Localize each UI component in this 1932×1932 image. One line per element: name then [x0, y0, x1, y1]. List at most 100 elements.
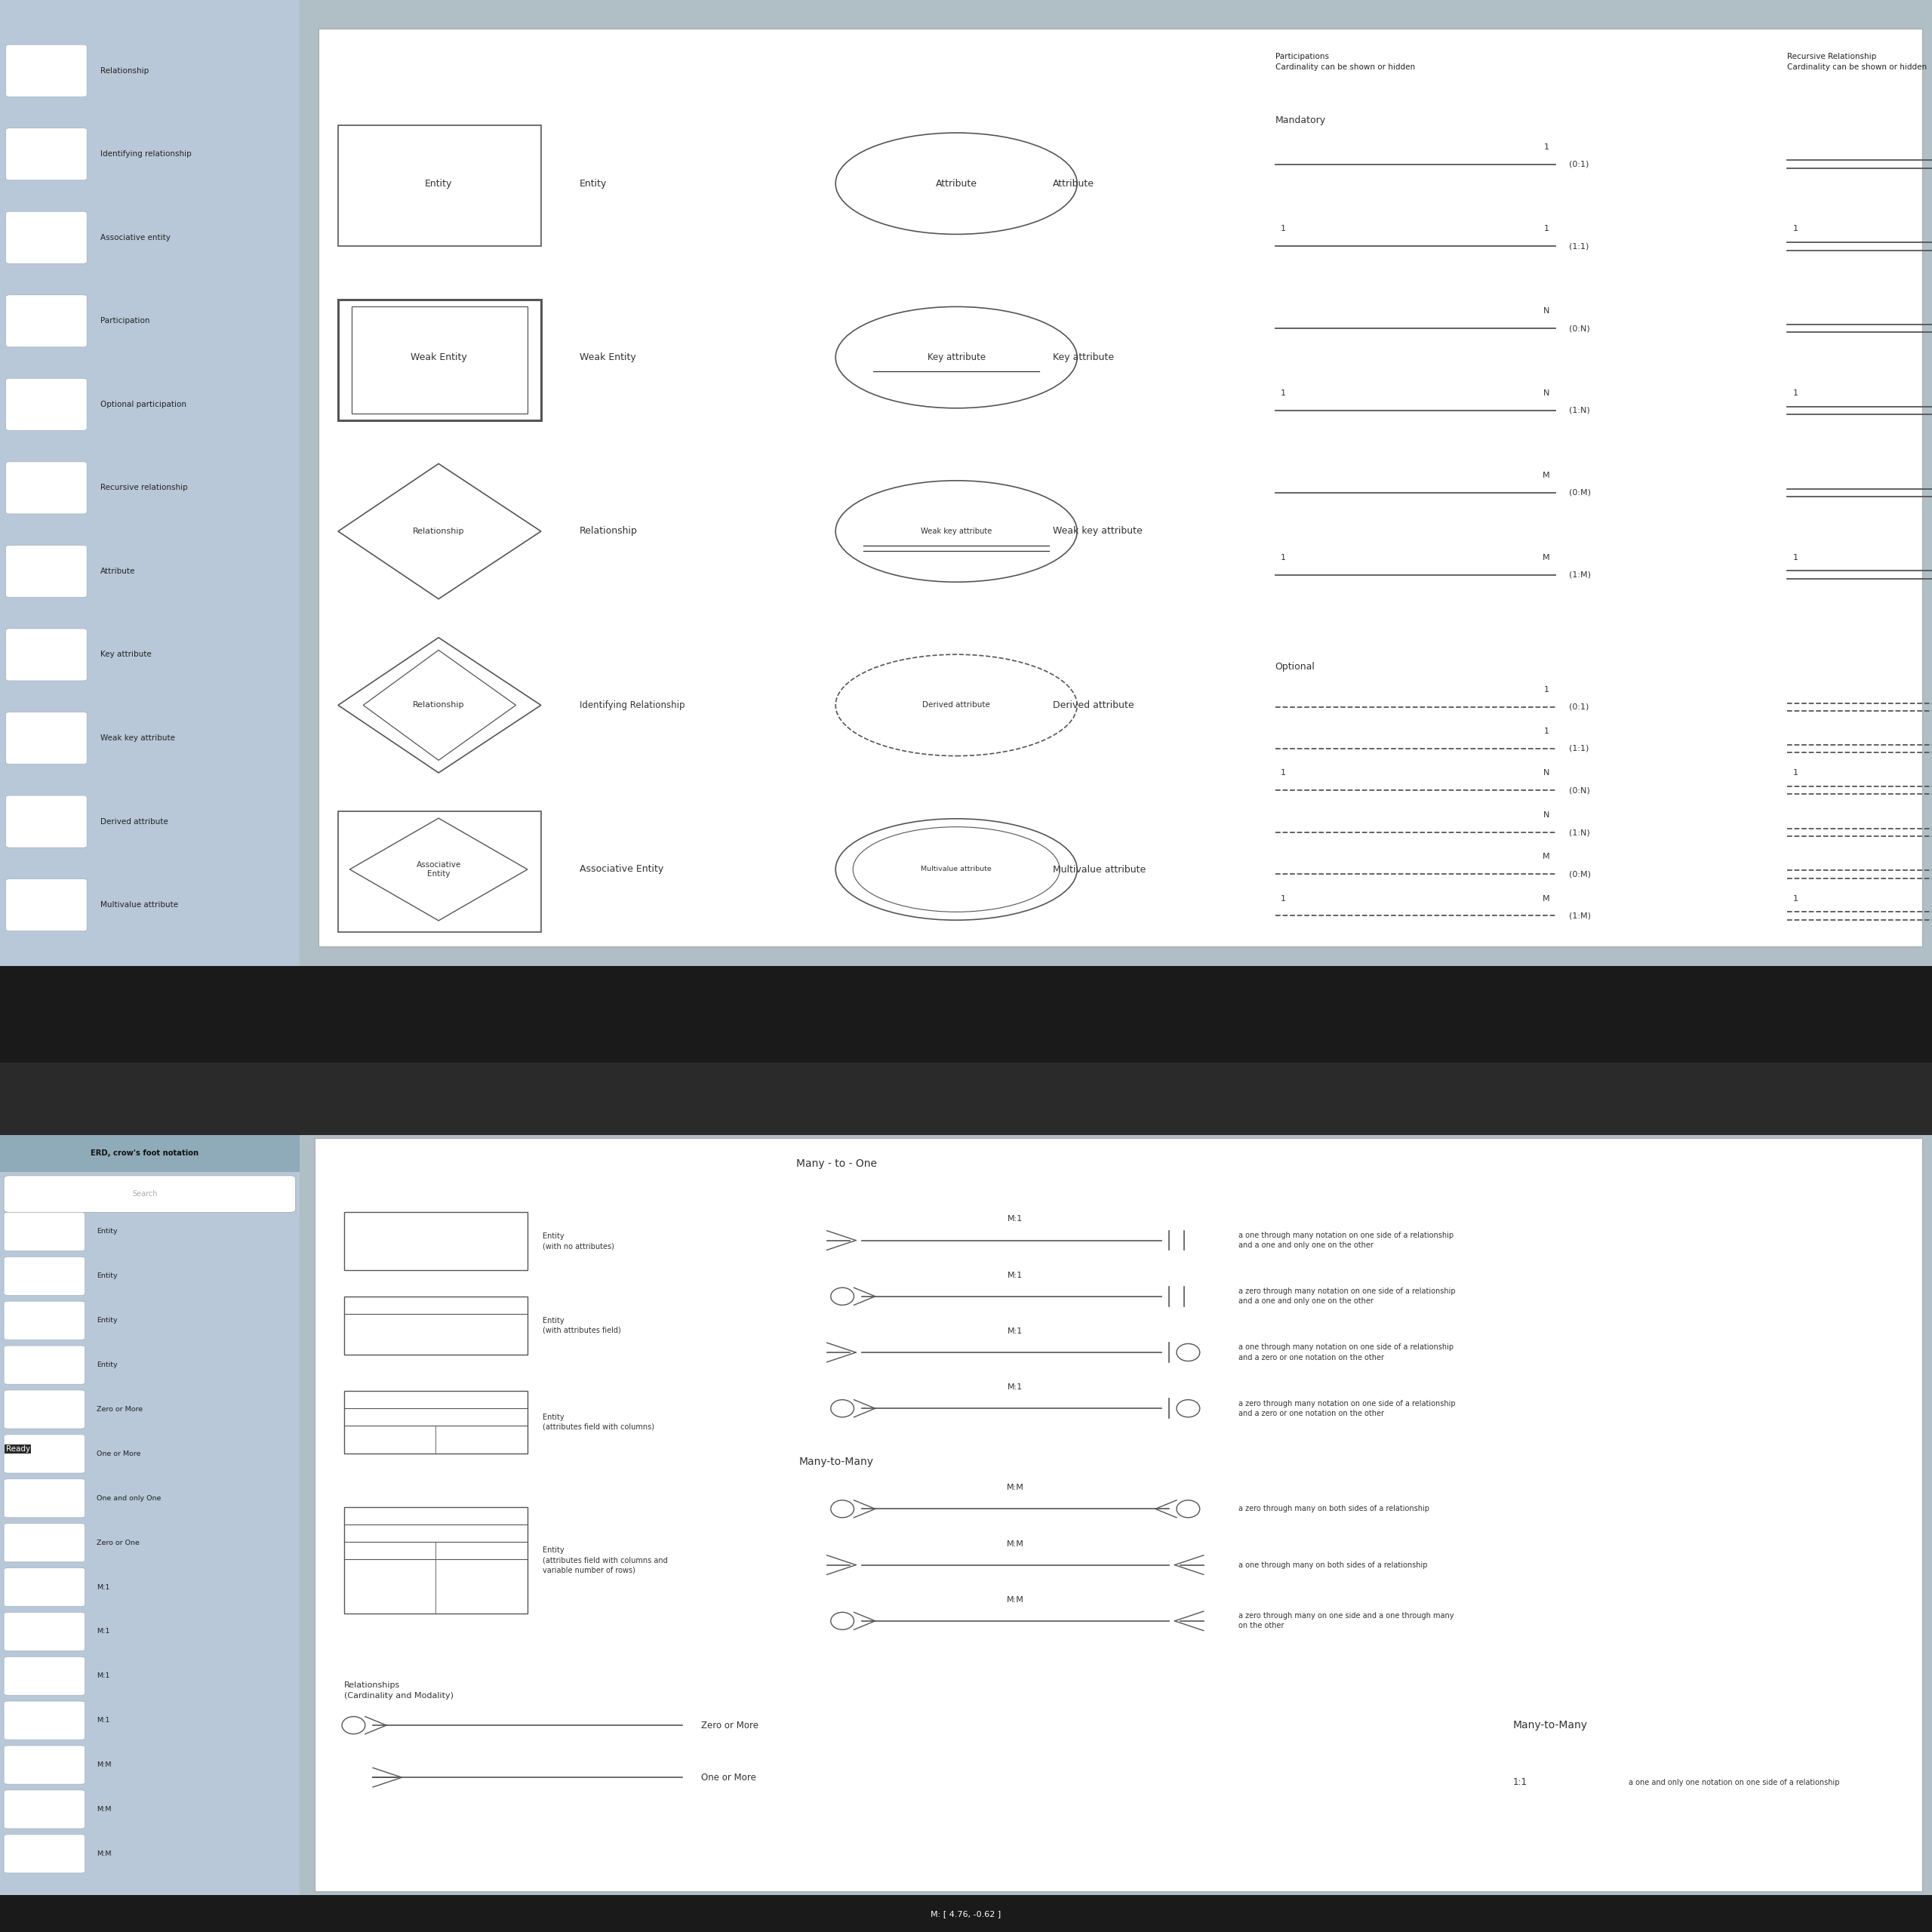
Text: Participation: Participation [100, 317, 151, 325]
FancyBboxPatch shape [0, 966, 1932, 1063]
Text: Optional: Optional [1275, 661, 1316, 672]
Text: Search: Search [131, 1190, 158, 1198]
Text: Entity: Entity [97, 1318, 118, 1323]
Text: 1: 1 [1793, 226, 1799, 232]
Text: (0:M): (0:M) [1569, 489, 1590, 497]
Text: N: N [1544, 307, 1549, 315]
FancyBboxPatch shape [344, 1213, 527, 1271]
FancyBboxPatch shape [4, 1656, 85, 1696]
Text: (1:N): (1:N) [1569, 829, 1590, 837]
FancyBboxPatch shape [0, 1895, 1932, 1932]
Ellipse shape [342, 1716, 365, 1735]
Text: Weak Entity: Weak Entity [580, 352, 636, 363]
Text: (1:M): (1:M) [1569, 912, 1590, 920]
Text: Entity: Entity [97, 1273, 118, 1279]
Polygon shape [338, 464, 541, 599]
Text: Associative entity: Associative entity [100, 234, 170, 242]
FancyBboxPatch shape [6, 545, 87, 597]
Text: Attribute: Attribute [1053, 178, 1094, 189]
Text: M: M [1542, 854, 1549, 862]
Text: Recursive Relationship
Cardinality can be shown or hidden: Recursive Relationship Cardinality can b… [1787, 52, 1926, 71]
Text: Zero or One: Zero or One [97, 1540, 139, 1546]
Text: Participations
Cardinality can be shown or hidden: Participations Cardinality can be shown … [1275, 52, 1414, 71]
Text: Entity
(with attributes field): Entity (with attributes field) [543, 1316, 622, 1335]
Ellipse shape [837, 307, 1078, 408]
Text: a one through many notation on one side of a relationship
and a one and only one: a one through many notation on one side … [1238, 1231, 1453, 1250]
FancyBboxPatch shape [6, 628, 87, 680]
Text: Entity: Entity [425, 178, 452, 189]
FancyBboxPatch shape [4, 1835, 85, 1874]
Text: Derived attribute: Derived attribute [1053, 699, 1134, 711]
Text: Attribute: Attribute [100, 568, 135, 576]
Ellipse shape [831, 1611, 854, 1629]
Text: Multivalue attribute: Multivalue attribute [100, 900, 178, 908]
FancyBboxPatch shape [338, 299, 541, 421]
Text: Multivalue attribute: Multivalue attribute [922, 866, 991, 873]
FancyBboxPatch shape [4, 1302, 85, 1341]
FancyBboxPatch shape [315, 1138, 1922, 1891]
Text: M:M: M:M [1007, 1596, 1024, 1604]
Text: M: M [1542, 554, 1549, 560]
Text: Key attribute: Key attribute [100, 651, 151, 659]
FancyBboxPatch shape [6, 879, 87, 931]
FancyBboxPatch shape [4, 1569, 85, 1607]
Text: ERD, crow's foot notation: ERD, crow's foot notation [91, 1150, 199, 1157]
Text: 1: 1 [1281, 895, 1287, 902]
Text: Many - to - One: Many - to - One [796, 1159, 877, 1169]
FancyBboxPatch shape [6, 128, 87, 180]
FancyBboxPatch shape [4, 1747, 85, 1785]
Text: One and only One: One and only One [97, 1495, 160, 1501]
Text: Entity: Entity [97, 1362, 118, 1368]
Text: 1: 1 [1544, 728, 1549, 734]
Text: (1:1): (1:1) [1569, 243, 1588, 249]
Text: (0:N): (0:N) [1569, 325, 1590, 332]
Text: a one and only one notation on one side of a relationship: a one and only one notation on one side … [1629, 1779, 1839, 1785]
FancyBboxPatch shape [0, 1134, 299, 1895]
Text: Key attribute: Key attribute [927, 352, 985, 363]
FancyBboxPatch shape [0, 0, 299, 966]
Text: a zero through many on both sides of a relationship: a zero through many on both sides of a r… [1238, 1505, 1430, 1513]
Text: Relationship: Relationship [100, 68, 149, 75]
FancyBboxPatch shape [4, 1522, 85, 1561]
Text: Entity
(with no attributes): Entity (with no attributes) [543, 1233, 614, 1250]
FancyBboxPatch shape [4, 1256, 85, 1294]
Text: 1: 1 [1793, 554, 1799, 560]
Text: Relationship: Relationship [580, 526, 638, 537]
Ellipse shape [831, 1499, 854, 1519]
Ellipse shape [837, 819, 1078, 920]
Text: Recursive relationship: Recursive relationship [100, 485, 187, 491]
Text: M:1: M:1 [97, 1673, 110, 1679]
Text: M:1: M:1 [97, 1584, 110, 1590]
FancyBboxPatch shape [4, 1789, 85, 1828]
Text: M:1: M:1 [1009, 1271, 1022, 1279]
FancyBboxPatch shape [4, 1611, 85, 1650]
FancyBboxPatch shape [4, 1434, 85, 1472]
Ellipse shape [1177, 1399, 1200, 1418]
Text: Key attribute: Key attribute [1053, 352, 1115, 363]
FancyBboxPatch shape [4, 1213, 85, 1252]
FancyBboxPatch shape [6, 296, 87, 348]
Text: Mandatory: Mandatory [1275, 116, 1325, 126]
FancyBboxPatch shape [6, 44, 87, 97]
FancyBboxPatch shape [6, 713, 87, 765]
FancyBboxPatch shape [6, 211, 87, 263]
Text: Weak Entity: Weak Entity [410, 352, 468, 363]
Text: (0:1): (0:1) [1569, 160, 1588, 168]
Text: Optional participation: Optional participation [100, 400, 187, 408]
Text: a zero through many on one side and a one through many
on the other: a zero through many on one side and a on… [1238, 1611, 1455, 1631]
Text: Weak key attribute: Weak key attribute [1053, 526, 1142, 537]
Polygon shape [363, 649, 516, 759]
Text: Derived attribute: Derived attribute [100, 817, 168, 825]
Ellipse shape [1177, 1499, 1200, 1519]
Polygon shape [338, 638, 541, 773]
Text: Relationship: Relationship [413, 701, 464, 709]
Text: M: M [1542, 895, 1549, 902]
FancyBboxPatch shape [344, 1296, 527, 1354]
FancyBboxPatch shape [0, 1063, 1932, 1134]
Text: Relationships
(Cardinality and Modality): Relationships (Cardinality and Modality) [344, 1681, 454, 1700]
Text: M: M [1542, 471, 1549, 479]
Text: Many-to-Many: Many-to-Many [1513, 1719, 1588, 1731]
Text: M:1: M:1 [1009, 1215, 1022, 1223]
FancyBboxPatch shape [352, 307, 527, 413]
Text: (0:N): (0:N) [1569, 786, 1590, 794]
